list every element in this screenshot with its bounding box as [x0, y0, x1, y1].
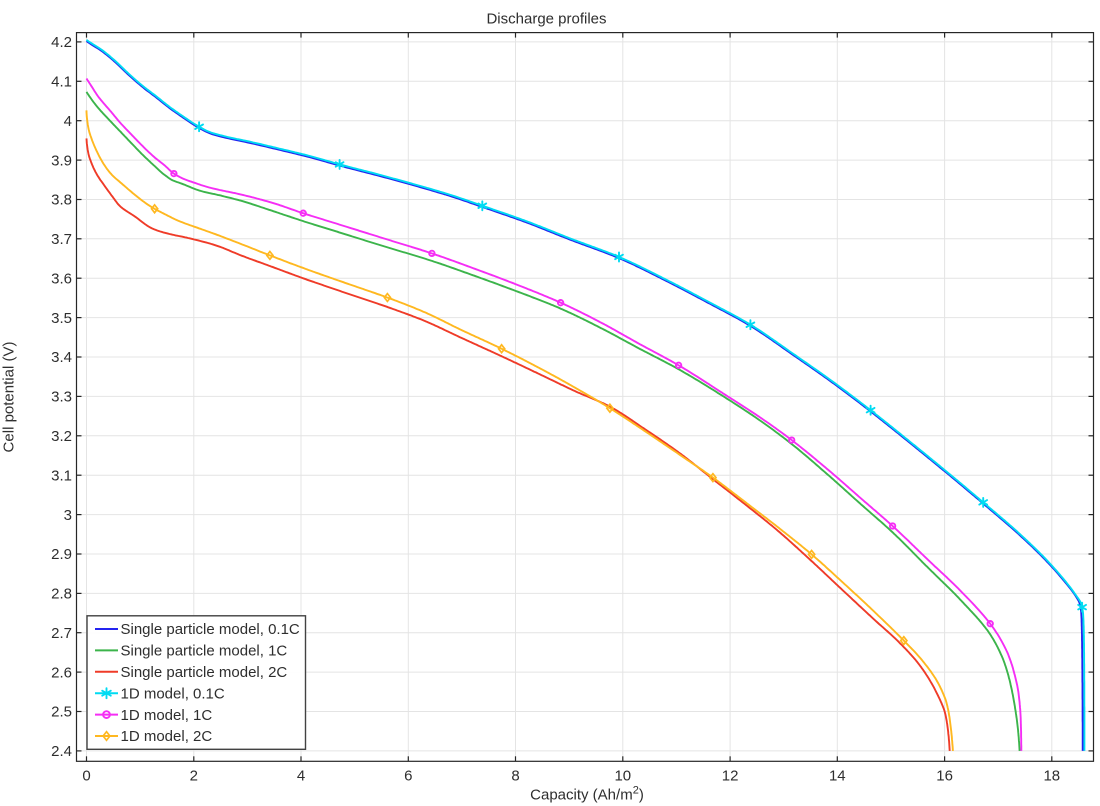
svg-text:3.3: 3.3 — [51, 389, 72, 406]
svg-text:2: 2 — [190, 768, 198, 785]
svg-text:4.1: 4.1 — [51, 74, 72, 91]
svg-text:3.2: 3.2 — [51, 428, 72, 445]
svg-text:3.5: 3.5 — [51, 310, 72, 327]
svg-text:12: 12 — [722, 768, 739, 785]
svg-text:3.9: 3.9 — [51, 152, 72, 169]
svg-text:Single particle model, 0.1C: Single particle model, 0.1C — [121, 621, 300, 638]
svg-text:6: 6 — [404, 768, 412, 785]
svg-text:Cell potential (V): Cell potential (V) — [1, 342, 18, 453]
svg-text:18: 18 — [1043, 768, 1060, 785]
svg-text:4.2: 4.2 — [51, 34, 72, 51]
svg-text:3.1: 3.1 — [51, 467, 72, 484]
svg-text:1D model, 0.1C: 1D model, 0.1C — [121, 685, 225, 702]
svg-text:Single particle model, 2C: Single particle model, 2C — [121, 664, 288, 681]
svg-text:2.7: 2.7 — [51, 625, 72, 642]
svg-text:10: 10 — [614, 768, 631, 785]
svg-text:3.7: 3.7 — [51, 231, 72, 248]
svg-text:2.5: 2.5 — [51, 704, 72, 721]
svg-text:14: 14 — [829, 768, 846, 785]
svg-text:Discharge profiles: Discharge profiles — [486, 11, 606, 28]
svg-text:1D model, 2C: 1D model, 2C — [121, 728, 213, 745]
svg-text:1D model, 1C: 1D model, 1C — [121, 707, 213, 724]
svg-text:Capacity (Ah/m2): Capacity (Ah/m2) — [530, 785, 644, 804]
svg-text:2.8: 2.8 — [51, 586, 72, 603]
svg-text:3.4: 3.4 — [51, 349, 72, 366]
svg-text:3: 3 — [64, 507, 72, 524]
svg-text:2.9: 2.9 — [51, 546, 72, 563]
svg-text:8: 8 — [511, 768, 519, 785]
svg-text:3.6: 3.6 — [51, 270, 72, 287]
svg-text:3.8: 3.8 — [51, 192, 72, 209]
svg-text:2.6: 2.6 — [51, 664, 72, 681]
svg-text:16: 16 — [936, 768, 953, 785]
svg-text:4: 4 — [297, 768, 305, 785]
svg-text:Single particle model, 1C: Single particle model, 1C — [121, 643, 288, 660]
svg-text:4: 4 — [64, 113, 72, 130]
svg-text:0: 0 — [82, 768, 90, 785]
svg-text:2.4: 2.4 — [51, 743, 72, 760]
